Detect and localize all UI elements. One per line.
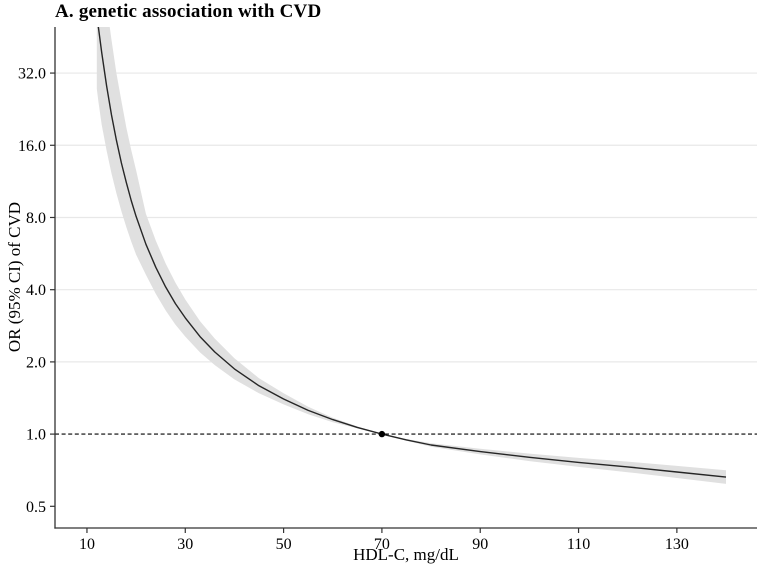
y-tick-label: 1.0 [26,427,46,444]
reference-point [378,430,386,438]
y-tick-label: 16.0 [18,138,46,155]
y-tick-label: 4.0 [26,282,46,299]
x-tick-label: 30 [177,536,193,553]
x-tick-label: 90 [472,536,488,553]
y-tick-label: 0.5 [26,499,46,516]
x-tick-label: 10 [79,536,95,553]
y-tick-label: 32.0 [18,66,46,83]
x-tick-label: 70 [374,536,390,553]
trend-line [97,27,727,478]
x-axis-title: HDL-C, mg/dL [353,545,459,564]
y-tick-label: 2.0 [26,354,46,371]
y-tick-label: 8.0 [26,210,46,227]
chart-title: A. genetic association with CVD [55,1,322,22]
x-tick-label: 50 [276,536,292,553]
y-axis-title: OR (95% CI) of CVD [5,201,24,353]
x-tick-label: 110 [567,536,590,553]
x-tick-label: 130 [665,536,689,553]
